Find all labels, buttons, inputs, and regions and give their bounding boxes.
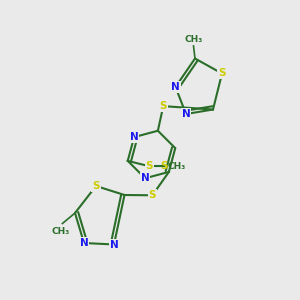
Text: N: N [182, 109, 190, 119]
Text: N: N [141, 173, 149, 183]
Text: S: S [146, 161, 153, 171]
Text: S: S [148, 190, 156, 200]
Text: N: N [171, 82, 180, 92]
Text: S: S [160, 161, 168, 171]
Text: S: S [218, 68, 226, 79]
Text: N: N [110, 239, 118, 250]
Text: S: S [160, 101, 167, 111]
Text: CH₃: CH₃ [168, 162, 186, 171]
Text: N: N [80, 238, 88, 248]
Text: CH₃: CH₃ [184, 34, 202, 43]
Text: S: S [92, 181, 100, 191]
Text: N: N [130, 132, 139, 142]
Text: CH₃: CH₃ [52, 226, 70, 236]
